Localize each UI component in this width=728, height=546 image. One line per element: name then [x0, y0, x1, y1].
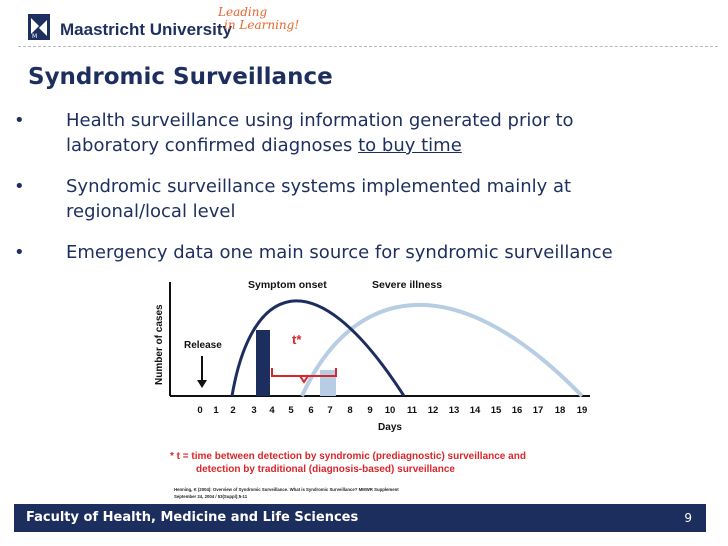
bullet-line: Emergency data one main source for syndr…: [66, 242, 613, 263]
svg-text:M: M: [32, 33, 37, 40]
x-tick: 7: [327, 405, 332, 416]
bullet-text: Health surveillance using information ge…: [66, 108, 706, 158]
tagline: Leading in Learning!: [218, 6, 299, 32]
x-tick: 17: [533, 405, 544, 416]
underlined-phrase: to buy time: [358, 135, 462, 156]
university-logo: M: [28, 14, 50, 40]
x-tick: 12: [428, 405, 439, 416]
x-tick: 1: [213, 405, 219, 416]
footnote-line2: detection by traditional (diagnosis-base…: [196, 464, 455, 475]
bullet-line: laboratory confirmed diagnoses: [66, 135, 359, 156]
university-name: Maastricht University: [60, 20, 232, 39]
surveillance-figure: Symptom onset Severe illness Release t* …: [150, 270, 600, 502]
x-tick: 16: [512, 405, 523, 416]
syndromic-detection-bar: [256, 330, 270, 396]
t-bracket-tip: [299, 375, 309, 384]
traditional-detection-bar: [320, 370, 336, 396]
page-number: 9: [684, 511, 692, 525]
x-tick: 6: [308, 405, 313, 416]
symptom-onset-label: Symptom onset: [248, 279, 327, 291]
x-axis-label: Days: [378, 422, 402, 433]
x-tick: 10: [385, 405, 396, 416]
x-tick-labels: 0 1 2 3 4 5 6 7 8 9 10 11 12 13 14 15 16…: [197, 405, 587, 416]
bullet-marker: •: [14, 176, 25, 197]
bullet-line: Health surveillance using information ge…: [66, 110, 574, 131]
bullet-marker: •: [14, 242, 25, 263]
x-tick: 13: [449, 405, 460, 416]
x-tick: 18: [555, 405, 566, 416]
tagline-line1: Leading: [218, 5, 268, 19]
severe-illness-curve: [300, 302, 584, 398]
bullet-marker: •: [14, 110, 25, 131]
tagline-line2: in Learning!: [224, 18, 300, 32]
x-tick: 11: [407, 405, 418, 416]
symptom-onset-curve: [230, 299, 406, 397]
t-bracket: [271, 368, 337, 377]
citation-line1: Henning, K (2004): Overview of Syndromic…: [174, 487, 399, 492]
y-axis-label: Number of cases: [154, 304, 165, 385]
x-tick: 14: [470, 405, 481, 416]
t-label: t*: [292, 332, 302, 347]
bullet-text: Emergency data one main source for syndr…: [66, 240, 706, 265]
bullet-line: regional/local level: [66, 201, 236, 222]
header-divider: [18, 46, 718, 47]
footnote-line1: * t = time between detection by syndromi…: [170, 451, 526, 462]
footer-bar: Faculty of Health, Medicine and Life Sci…: [14, 504, 706, 532]
epidemic-curve-diagram: Symptom onset Severe illness Release t* …: [154, 279, 590, 499]
x-tick: 0: [197, 405, 202, 416]
x-tick: 8: [347, 405, 352, 416]
x-tick: 15: [491, 405, 502, 416]
release-label: Release: [184, 340, 222, 351]
slide-title: Syndromic Surveillance: [28, 64, 333, 90]
x-tick: 5: [288, 405, 294, 416]
x-tick: 9: [367, 405, 372, 416]
x-tick: 2: [230, 405, 235, 416]
bullet-line: Syndromic surveillance systems implement…: [66, 176, 572, 197]
x-tick: 4: [269, 405, 275, 416]
severe-illness-label: Severe illness: [372, 279, 442, 291]
citation-line2: September 24, 2004 / 53(Suppl);5-11: [174, 494, 248, 499]
x-tick: 19: [577, 405, 588, 416]
um-logo-icon: M: [28, 14, 50, 40]
bullet-text: Syndromic surveillance systems implement…: [66, 174, 706, 224]
x-tick: 3: [251, 405, 256, 416]
faculty-label: Faculty of Health, Medicine and Life Sci…: [26, 510, 359, 525]
release-arrow-head: [197, 380, 207, 388]
